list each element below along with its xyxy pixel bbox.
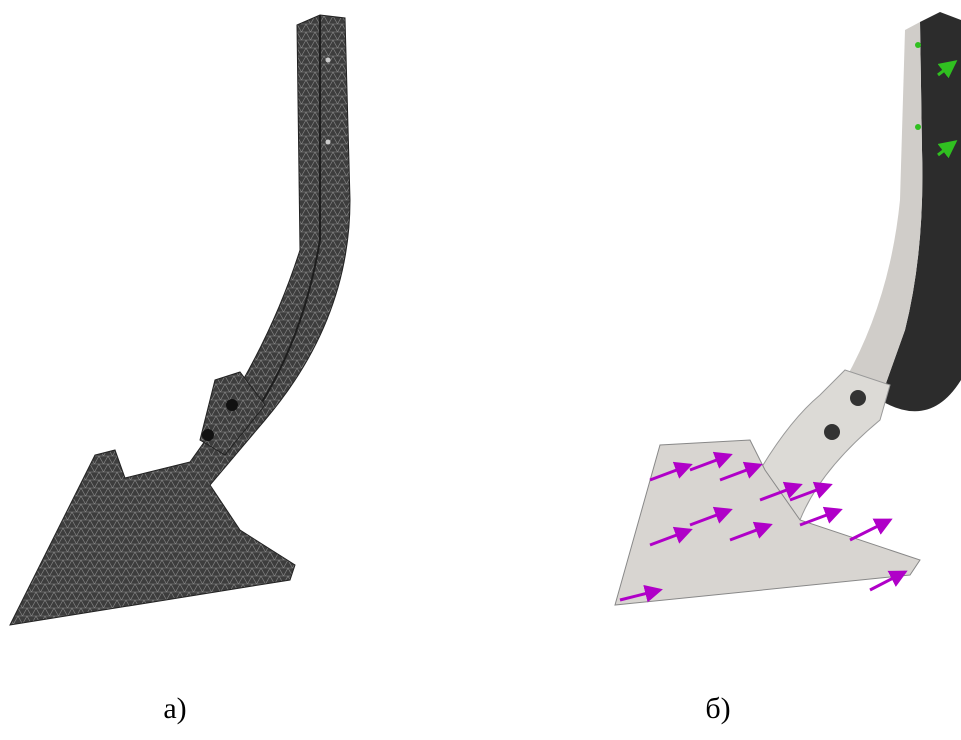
panel-label: а) [163, 692, 186, 725]
page: {"figure": {"panels": [{"label": "а)"}, … [0, 0, 961, 740]
mesh-model [10, 15, 350, 625]
panel-label: б) [705, 692, 730, 725]
figure: а) б) [0, 0, 961, 740]
load-model [615, 12, 961, 605]
